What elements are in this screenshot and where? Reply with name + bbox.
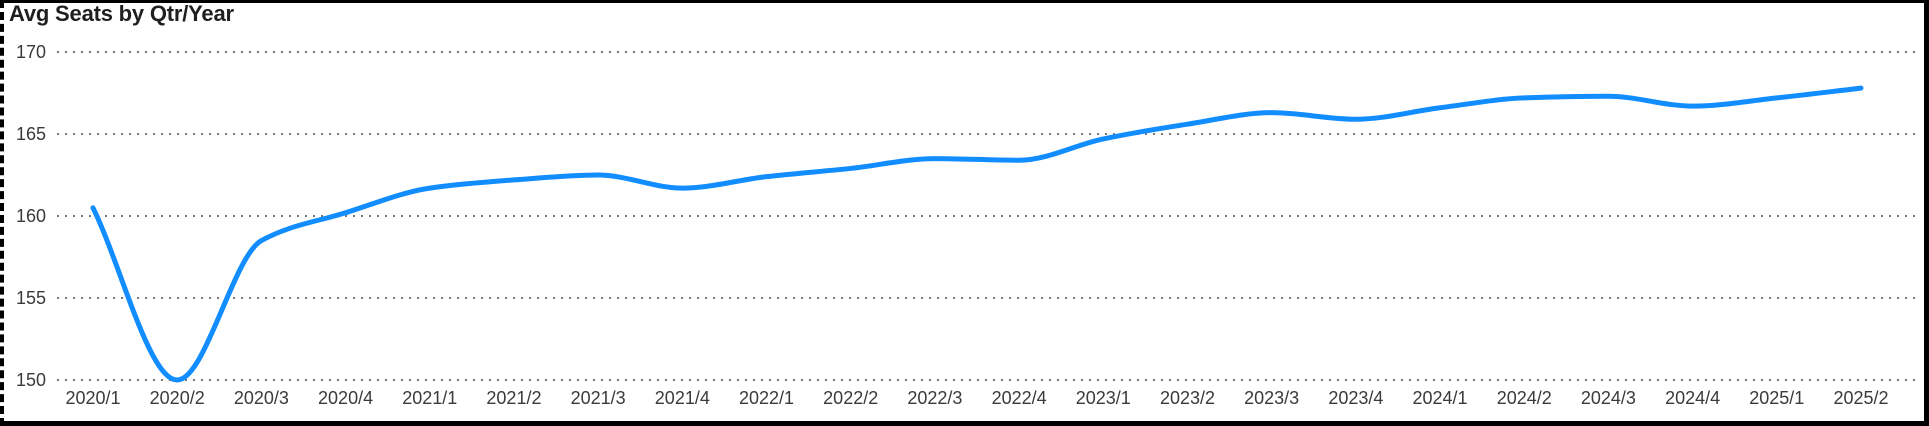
- x-tick-label: 2023/2: [1160, 388, 1215, 408]
- series-line[interactable]: [90, 85, 1864, 383]
- x-tick-label: 2024/3: [1581, 388, 1636, 408]
- x-tick-label: 2021/1: [402, 388, 457, 408]
- x-tick-label: 2022/3: [907, 388, 962, 408]
- y-tick-label: 155: [16, 288, 46, 308]
- y-tick-label: 160: [16, 206, 46, 226]
- x-tick-label: 2024/4: [1665, 388, 1720, 408]
- chart-title: Avg Seats by Qtr/Year: [9, 1, 234, 26]
- x-tick-label: 2022/1: [739, 388, 794, 408]
- x-tick-label: 2023/1: [1076, 388, 1131, 408]
- x-tick-label: 2022/4: [992, 388, 1047, 408]
- x-tick-label: 2025/2: [1833, 388, 1888, 408]
- y-tick-label: 165: [16, 124, 46, 144]
- x-tick-label: 2023/4: [1328, 388, 1383, 408]
- x-tick-label: 2025/1: [1749, 388, 1804, 408]
- y-tick-label: 170: [16, 42, 46, 62]
- x-tick-label: 2020/1: [65, 388, 120, 408]
- x-tick-label: 2020/3: [234, 388, 289, 408]
- x-tick-label: 2021/4: [655, 388, 710, 408]
- x-tick-label: 2020/4: [318, 388, 373, 408]
- x-tick-label: 2023/3: [1244, 388, 1299, 408]
- x-tick-label: 2021/3: [571, 388, 626, 408]
- x-tick-label: 2024/2: [1497, 388, 1552, 408]
- x-tick-label: 2024/1: [1413, 388, 1468, 408]
- y-tick-label: 150: [16, 370, 46, 390]
- x-tick-label: 2022/2: [823, 388, 878, 408]
- x-tick-label: 2021/2: [486, 388, 541, 408]
- x-tick-label: 2020/2: [150, 388, 205, 408]
